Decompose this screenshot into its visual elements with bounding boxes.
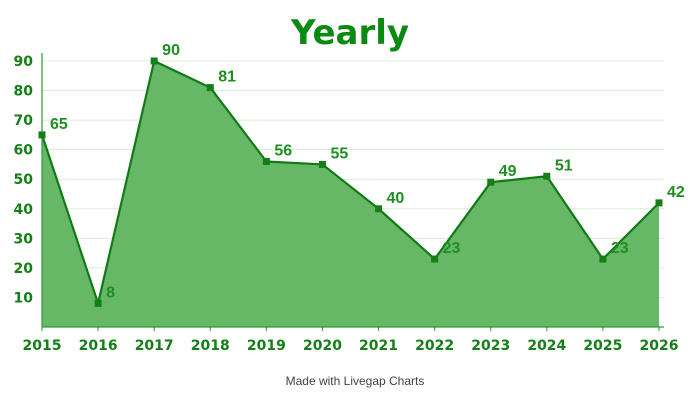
- data-label-2025: 23: [611, 240, 629, 257]
- footer-credit: Made with Livegap Charts: [286, 374, 425, 388]
- data-point-2024: [543, 172, 551, 180]
- data-label-2019: 56: [274, 142, 292, 159]
- y-tick-label-40: 40: [14, 202, 34, 218]
- data-point-2020: [318, 160, 326, 168]
- data-label-2024: 51: [555, 157, 573, 174]
- y-tick-label-80: 80: [14, 84, 34, 100]
- x-tick-label-2020: 2020: [303, 338, 342, 354]
- area-series: [42, 61, 659, 327]
- y-axis-ticks: 10 20 30 40 50 60 70 80 90: [14, 54, 34, 306]
- x-tick-label-2015: 2015: [23, 338, 62, 354]
- data-label-2018: 81: [218, 69, 236, 86]
- data-point-2023: [487, 178, 495, 186]
- y-tick-label-30: 30: [14, 231, 34, 247]
- data-label-2017: 90: [162, 42, 180, 59]
- data-point-2026: [655, 199, 663, 207]
- data-point-2021: [375, 205, 383, 213]
- data-label-2023: 49: [499, 163, 517, 180]
- x-tick-label-2021: 2021: [359, 338, 398, 354]
- area-fill: [42, 61, 659, 327]
- x-tick-label-2016: 2016: [79, 338, 118, 354]
- chart-title: Yearly: [290, 13, 409, 53]
- x-tick-label-2026: 2026: [640, 338, 679, 354]
- data-label-2022: 23: [443, 240, 461, 257]
- data-point-2018: [206, 84, 214, 92]
- data-point-2015: [38, 131, 46, 139]
- data-point-2022: [431, 255, 439, 263]
- y-tick-label-10: 10: [14, 290, 34, 306]
- data-point-2019: [262, 157, 270, 165]
- data-point-2025: [599, 255, 607, 263]
- y-tick-label-20: 20: [14, 261, 34, 277]
- y-tick-label-70: 70: [14, 113, 34, 129]
- data-label-2021: 40: [387, 190, 405, 207]
- x-tick-label-2017: 2017: [135, 338, 174, 354]
- y-tick-label-50: 50: [14, 172, 34, 188]
- data-point-2017: [150, 57, 158, 65]
- x-tick-label-2019: 2019: [247, 338, 286, 354]
- series-line: [40, 59, 660, 305]
- x-tick-label-2018: 2018: [191, 338, 230, 354]
- y-tick-label-90: 90: [14, 54, 34, 70]
- x-tick-label-2023: 2023: [471, 338, 510, 354]
- data-label-2015: 65: [50, 116, 68, 133]
- x-tick-label-2025: 2025: [583, 338, 622, 354]
- y-tick-label-60: 60: [14, 143, 34, 159]
- axes: [41, 53, 664, 331]
- x-tick-label-2022: 2022: [415, 338, 454, 354]
- x-tick-label-2024: 2024: [527, 338, 566, 354]
- x-axis-ticks: 2015 2016 2017 2018 2019 2020 2021 2022 2023 2024…: [23, 338, 679, 354]
- data-label-2016: 8: [106, 284, 115, 301]
- data-markers: [38, 57, 663, 307]
- data-point-2016: [94, 299, 102, 307]
- data-label-2026: 42: [667, 184, 685, 201]
- data-labels: 65 8 90 81 56 55 40 23 49 51 23 42: [50, 42, 685, 301]
- line-series: [40, 59, 660, 305]
- data-label-2020: 55: [330, 145, 348, 162]
